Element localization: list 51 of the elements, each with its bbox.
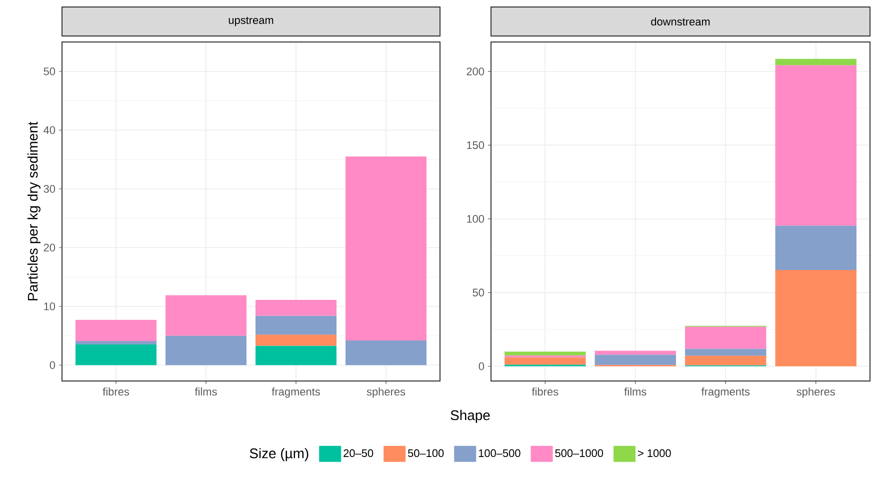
bar	[685, 356, 766, 366]
bar	[166, 295, 247, 336]
bar	[346, 340, 427, 366]
bar	[504, 352, 586, 356]
y-axis-title: Particles per kg dry sediment	[27, 122, 40, 300]
y-tick-label: 30	[44, 185, 56, 193]
y-tick-label: 10	[44, 302, 56, 310]
x-tick-label: fibres	[102, 388, 130, 396]
chart-title: upstream	[228, 16, 274, 26]
x-tick-label: fragments	[272, 388, 320, 398]
bar	[775, 270, 856, 366]
y-tick-label: 20	[44, 244, 56, 252]
bar	[685, 348, 766, 356]
x-tick-label: fibres	[532, 388, 558, 396]
legend-label: > 1000	[638, 449, 671, 458]
bar	[685, 326, 766, 349]
x-tick-label: spheres	[366, 388, 406, 398]
x-tick-label: spheres	[796, 388, 835, 398]
bar	[256, 346, 337, 366]
x-tick-label: films	[624, 388, 646, 396]
legend-title: Size (µm)	[250, 448, 308, 462]
legend-label: 500–1000	[555, 449, 604, 458]
legend-label: 50–100	[408, 449, 444, 458]
bar	[775, 65, 856, 226]
bar	[76, 344, 157, 366]
bar	[594, 350, 676, 355]
y-tick-label: 200	[466, 68, 484, 76]
y-tick-label: 150	[467, 141, 484, 150]
y-tick-label: 40	[44, 126, 56, 134]
y-tick-label: 100	[467, 214, 484, 223]
y-tick-label: 50	[472, 288, 484, 296]
legend-label: 100–500	[478, 449, 520, 458]
bar	[256, 334, 337, 346]
bar	[594, 354, 676, 365]
bar	[166, 336, 247, 366]
x-axis-title: Shape	[450, 410, 490, 423]
bar	[504, 357, 586, 365]
y-tick-label: 0	[478, 362, 484, 370]
bar	[256, 300, 337, 316]
bar	[775, 58, 856, 66]
bar	[256, 316, 337, 335]
bar	[775, 226, 856, 270]
x-tick-label: films	[194, 388, 217, 396]
bar	[346, 156, 427, 340]
bar	[76, 341, 157, 345]
y-tick-label: 0	[50, 361, 56, 370]
bar	[76, 320, 157, 342]
y-tick-label: 50	[44, 67, 56, 76]
legend-label: 20–50	[344, 449, 374, 458]
chart-title: downstream	[651, 17, 710, 26]
x-tick-label: fragments	[701, 388, 750, 398]
